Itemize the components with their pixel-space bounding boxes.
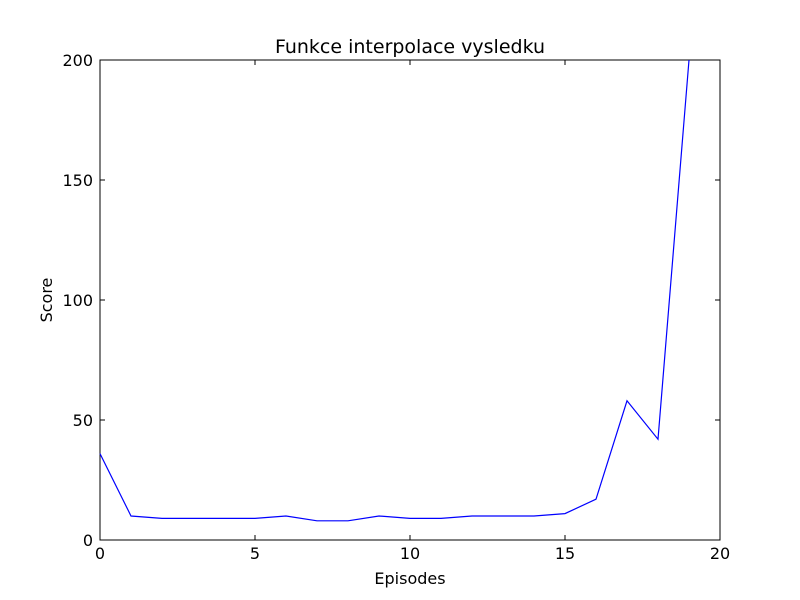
y-tick-label: 200 [62, 51, 93, 70]
y-tick-label: 150 [62, 171, 93, 190]
x-tick-label: 0 [95, 544, 105, 563]
y-tick-label: 0 [83, 531, 93, 550]
chart-title: Funkce interpolace vysledku [275, 36, 545, 58]
x-tick-label: 15 [555, 544, 575, 563]
plot-area-frame [99, 59, 721, 541]
x-axis-ticks: 0 5 10 15 20 [95, 60, 730, 563]
series-layer [99, 59, 690, 522]
x-tick-label: 5 [250, 544, 260, 563]
y-axis-ticks: 0 50 100 150 200 [62, 51, 720, 550]
series-line [99, 59, 690, 522]
y-axis-label: Score [37, 278, 56, 323]
y-tick-label: 100 [62, 291, 93, 310]
y-tick-label: 50 [73, 411, 93, 430]
x-axis-label: Episodes [374, 569, 445, 588]
x-tick-label: 20 [710, 544, 730, 563]
x-tick-label: 10 [400, 544, 420, 563]
